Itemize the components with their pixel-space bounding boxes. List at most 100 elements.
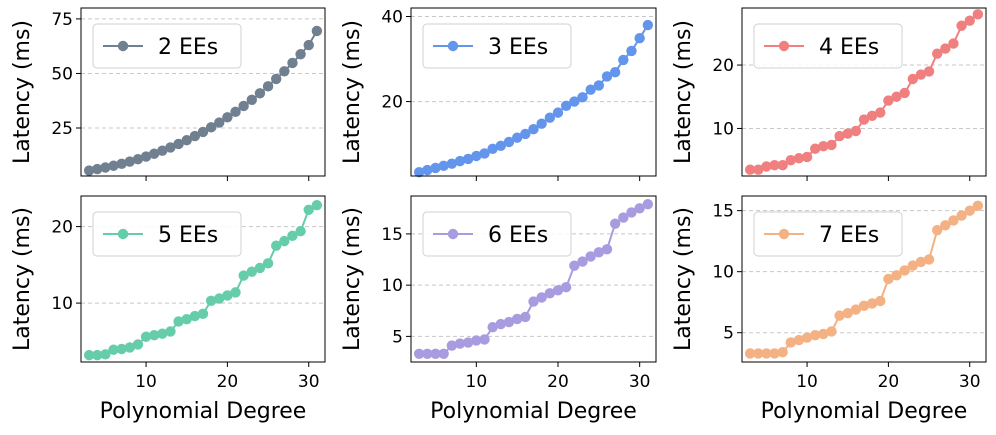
y-tick-label: 15 bbox=[381, 225, 403, 245]
x-tick-label: 30 bbox=[298, 372, 320, 392]
data-point bbox=[438, 348, 449, 360]
data-point bbox=[948, 215, 959, 226]
data-point bbox=[311, 199, 323, 211]
data-point bbox=[761, 348, 772, 359]
data-point bbox=[197, 126, 209, 138]
data-point bbox=[295, 49, 306, 60]
data-point bbox=[834, 130, 845, 142]
data-point bbox=[124, 342, 135, 353]
y-tick-label: 5 bbox=[392, 327, 403, 347]
y-axis-label: Latency (ms) bbox=[340, 207, 365, 351]
data-point bbox=[618, 54, 629, 66]
y-axis-label: Latency (ms) bbox=[340, 20, 365, 164]
legend-box bbox=[753, 211, 903, 257]
data-point bbox=[536, 118, 547, 129]
data-point bbox=[810, 329, 821, 341]
data-point bbox=[238, 270, 249, 281]
data-point bbox=[132, 339, 144, 350]
data-point bbox=[100, 349, 111, 360]
data-point bbox=[585, 84, 596, 95]
data-point bbox=[626, 45, 637, 57]
data-point bbox=[446, 340, 458, 351]
data-point bbox=[205, 295, 217, 307]
data-point bbox=[634, 203, 645, 214]
chart-panel-6: 5 10 15 10 20 30 7 EEs Latency (ms) Polynomial D… bbox=[671, 195, 987, 424]
data-point bbox=[116, 158, 127, 169]
data-point bbox=[801, 151, 813, 163]
y-tick-label: 5 bbox=[723, 324, 734, 344]
data-point bbox=[116, 343, 127, 355]
data-point bbox=[964, 15, 975, 26]
legend-box bbox=[92, 211, 242, 257]
data-point bbox=[520, 128, 531, 140]
axes-frame bbox=[80, 7, 326, 177]
data-point bbox=[593, 247, 605, 258]
data-point bbox=[593, 80, 605, 91]
data-point bbox=[577, 256, 588, 267]
data-point bbox=[528, 124, 539, 135]
y-tick-label: 20 bbox=[51, 218, 73, 238]
data-point bbox=[413, 166, 425, 178]
data-point bbox=[818, 328, 829, 340]
data-point bbox=[246, 94, 257, 106]
data-point bbox=[487, 321, 498, 333]
x-tick-label: 20 bbox=[878, 372, 900, 392]
legend-label: 2 EEs bbox=[158, 35, 218, 60]
data-point bbox=[520, 311, 531, 323]
y-tick-label: 50 bbox=[51, 64, 73, 84]
data-point bbox=[601, 244, 613, 255]
legend-box bbox=[753, 23, 903, 69]
data-point bbox=[972, 200, 984, 211]
data-point bbox=[511, 313, 523, 325]
data-point bbox=[956, 20, 967, 31]
data-point bbox=[785, 154, 796, 166]
x-tick-label: 30 bbox=[629, 372, 651, 392]
data-point bbox=[279, 66, 290, 77]
x-tick-label: 20 bbox=[547, 372, 569, 392]
data-point bbox=[181, 313, 192, 325]
y-axis-label: Latency (ms) bbox=[10, 20, 35, 164]
data-point bbox=[801, 332, 813, 343]
data-point bbox=[462, 153, 474, 165]
data-point bbox=[132, 154, 144, 165]
data-point bbox=[108, 160, 119, 171]
data-point bbox=[948, 38, 959, 49]
data-point bbox=[793, 153, 805, 164]
data-point bbox=[92, 163, 103, 175]
legend-marker-swatch bbox=[447, 40, 459, 52]
data-point bbox=[793, 334, 805, 346]
data-point bbox=[230, 106, 241, 118]
data-point bbox=[279, 235, 290, 247]
data-point bbox=[601, 71, 613, 82]
y-tick-label: 10 bbox=[51, 294, 73, 314]
data-point bbox=[511, 132, 523, 143]
y-tick-label: 15 bbox=[712, 202, 734, 222]
y-tick-label: 40 bbox=[381, 8, 403, 28]
data-point bbox=[866, 298, 878, 309]
x-tick-label: 10 bbox=[796, 372, 818, 392]
data-point bbox=[222, 112, 233, 123]
data-point bbox=[560, 100, 572, 112]
data-point bbox=[626, 207, 637, 218]
legend-label: 5 EEs bbox=[158, 223, 218, 248]
data-point bbox=[875, 107, 886, 118]
data-point bbox=[899, 87, 910, 99]
legend-marker-swatch bbox=[778, 40, 790, 52]
data-point bbox=[560, 281, 572, 293]
data-point bbox=[972, 9, 984, 20]
data-point bbox=[569, 260, 580, 271]
legend-box bbox=[422, 211, 572, 257]
data-point bbox=[413, 348, 425, 360]
data-point bbox=[165, 326, 176, 337]
data-point bbox=[100, 162, 111, 173]
data-point bbox=[487, 143, 498, 154]
axes-frame bbox=[741, 195, 987, 363]
x-axis-label: Polynomial Degree bbox=[761, 399, 968, 424]
data-point bbox=[83, 349, 95, 361]
data-point bbox=[479, 148, 490, 159]
data-point bbox=[891, 91, 902, 102]
data-point bbox=[271, 240, 282, 251]
data-point bbox=[609, 67, 621, 78]
data-point bbox=[303, 204, 314, 215]
